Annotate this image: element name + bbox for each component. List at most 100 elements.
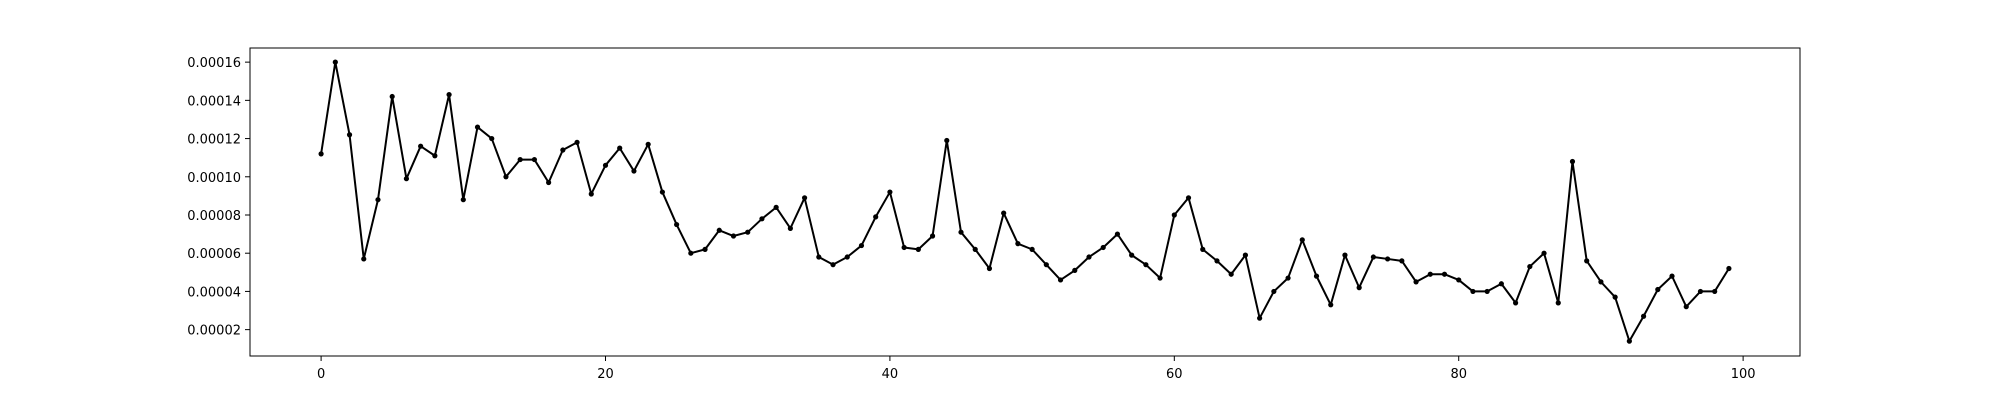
data-point: [1683, 304, 1689, 310]
x-axis-ticks: 0 20 40 60 80 100: [317, 356, 1756, 382]
data-point: [1655, 286, 1661, 293]
y-tick-label: 0.00010: [187, 171, 241, 186]
data-point: [1584, 258, 1590, 264]
data-point: [1171, 212, 1177, 218]
data-point: [546, 179, 552, 186]
data-point: [1427, 271, 1433, 277]
series-line: [320, 61, 1730, 343]
data-point: [361, 256, 367, 262]
data-point: [1285, 275, 1291, 281]
data-point: [602, 162, 609, 168]
data-point: [688, 250, 694, 256]
data-point: [1228, 271, 1234, 277]
data-point: [1029, 246, 1035, 252]
data-point: [1043, 262, 1049, 268]
x-tick-label: 60: [1166, 367, 1183, 382]
data-point: [1143, 262, 1149, 268]
data-point: [1001, 210, 1007, 216]
data-point: [418, 143, 424, 149]
data-point: [1242, 252, 1249, 258]
data-point: [1385, 256, 1391, 262]
data-point: [1399, 258, 1405, 264]
data-point: [929, 233, 936, 239]
data-point: [1342, 252, 1348, 258]
data-point: [1413, 279, 1419, 285]
data-point: [574, 139, 580, 145]
data-point: [489, 135, 495, 142]
data-point: [560, 147, 566, 153]
x-tick-label: 0: [317, 367, 325, 382]
y-axis-ticks: 0.00002 0.00004 0.00006 0.00008 0.00010 0.000…: [187, 56, 250, 339]
data-point: [844, 254, 850, 260]
data-point: [816, 254, 822, 260]
data-point: [503, 174, 509, 180]
data-point: [1527, 263, 1533, 270]
data-point: [986, 265, 993, 272]
data-point: [1057, 277, 1064, 283]
data-point: [745, 229, 751, 235]
data-point: [858, 242, 865, 249]
y-tick-label: 0.00006: [187, 247, 241, 262]
x-tick-label: 80: [1450, 367, 1467, 382]
data-point: [1200, 246, 1206, 252]
data-point: [389, 93, 395, 100]
y-tick-label: 0.00014: [187, 94, 241, 109]
data-point: [759, 216, 765, 222]
data-point: [674, 221, 680, 228]
data-point: [631, 168, 637, 174]
data-point: [1086, 254, 1092, 260]
data-point: [1100, 244, 1106, 251]
data-point: [1313, 273, 1320, 279]
data-point: [944, 137, 950, 144]
data-point: [1271, 288, 1277, 295]
data-series: [318, 59, 1732, 344]
data-point: [1726, 265, 1732, 272]
data-point: [332, 59, 338, 65]
data-point: [873, 214, 879, 220]
data-point: [617, 145, 623, 151]
data-point: [972, 246, 978, 252]
x-tick-label: 20: [597, 367, 614, 382]
y-tick-label: 0.00008: [187, 209, 241, 224]
data-point: [1214, 258, 1220, 264]
data-point: [887, 189, 893, 195]
data-point: [773, 204, 779, 210]
data-point: [915, 246, 921, 252]
y-tick-label: 0.00004: [187, 285, 241, 300]
data-point: [318, 151, 324, 157]
data-point: [958, 229, 964, 235]
data-point: [645, 141, 651, 147]
data-point: [1697, 288, 1704, 295]
plot-frame: [249, 47, 1801, 357]
data-point: [531, 156, 538, 163]
data-point: [730, 233, 737, 239]
data-point: [474, 124, 481, 130]
x-tick-label: 40: [882, 367, 899, 382]
data-point: [1626, 338, 1632, 344]
data-point: [1612, 294, 1618, 300]
y-tick-label: 0.00016: [187, 56, 241, 71]
data-point: [716, 227, 722, 233]
data-point: [702, 246, 708, 252]
data-point: [346, 132, 353, 138]
y-tick-label: 0.00002: [187, 324, 241, 339]
data-point: [1598, 279, 1604, 285]
data-point: [1370, 254, 1376, 260]
data-point: [1498, 281, 1504, 287]
data-point: [1072, 267, 1078, 273]
data-point: [1257, 315, 1263, 321]
data-point: [1185, 195, 1192, 201]
x-tick-label: 100: [1731, 367, 1756, 382]
data-point: [1157, 275, 1163, 281]
data-point: [375, 197, 381, 203]
data-point: [1712, 288, 1718, 295]
data-point: [1555, 300, 1561, 306]
data-point: [1328, 302, 1334, 308]
data-point: [787, 225, 793, 231]
data-point: [432, 153, 438, 159]
data-point: [1441, 271, 1448, 277]
data-point: [1470, 288, 1476, 295]
y-tick-label: 0.00012: [187, 133, 241, 148]
